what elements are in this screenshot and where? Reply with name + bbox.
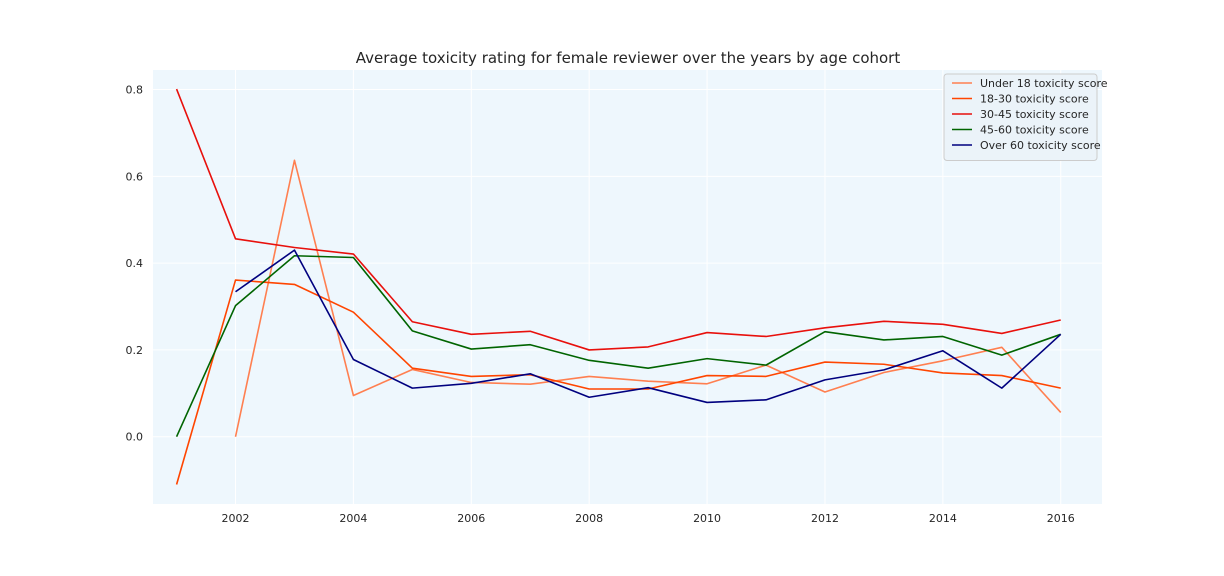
x-tick-label: 2012 xyxy=(811,512,839,525)
legend-label: 18-30 toxicity score xyxy=(980,93,1089,106)
x-axis: 2002 2004 2006 2008 2010 2012 2014 2016 xyxy=(222,512,1075,525)
legend-label: Over 60 toxicity score xyxy=(980,139,1101,152)
x-tick-label: 2004 xyxy=(339,512,367,525)
x-tick-label: 2010 xyxy=(693,512,721,525)
series-line-5 xyxy=(235,249,1062,404)
legend-label: 45-60 toxicity score xyxy=(980,124,1089,137)
legend-box xyxy=(943,73,1098,161)
legend-label: 30-45 toxicity score xyxy=(980,108,1089,121)
x-tick-label: 2002 xyxy=(222,512,250,525)
chart-title: Average toxicity rating for female revie… xyxy=(356,49,901,67)
x-tick-label: 2014 xyxy=(929,512,957,525)
series-line-1 xyxy=(234,159,1062,437)
y-tick-label: 0.0 xyxy=(126,431,144,444)
x-tick-label: 2008 xyxy=(575,512,603,525)
y-axis: 0.0 0.2 0.4 0.6 0.8 xyxy=(126,84,144,444)
series-line-3 xyxy=(175,88,1061,351)
legend-label: Under 18 toxicity score xyxy=(980,77,1108,90)
x-tick-label: 2006 xyxy=(457,512,485,525)
x-tick-label: 2016 xyxy=(1047,512,1075,525)
series-line-4 xyxy=(175,254,1062,438)
series-layer xyxy=(175,88,1062,485)
y-tick-label: 0.2 xyxy=(126,344,144,357)
y-tick-label: 0.8 xyxy=(126,84,144,97)
y-tick-label: 0.4 xyxy=(126,257,144,270)
series-line-2 xyxy=(175,279,1061,485)
legend: Under 18 toxicity score 18-30 toxicity sc… xyxy=(943,73,1108,161)
y-tick-label: 0.6 xyxy=(126,170,144,183)
